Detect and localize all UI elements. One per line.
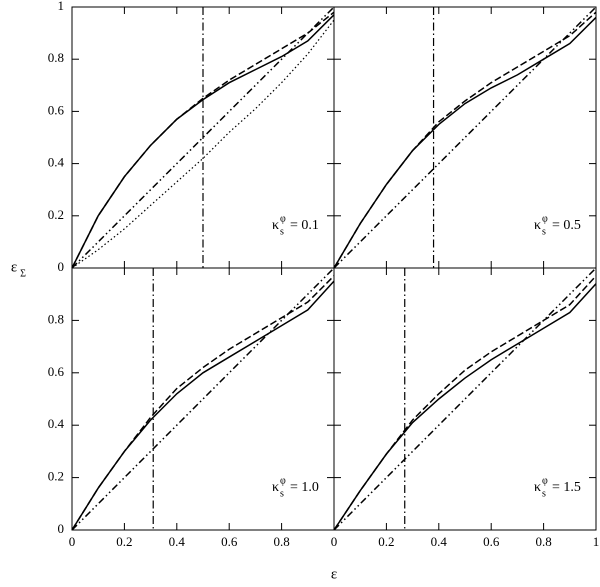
series-line bbox=[333, 267, 597, 531]
x-tick-label: 0.4 bbox=[431, 534, 448, 549]
series-line bbox=[71, 267, 335, 531]
series-line bbox=[71, 280, 335, 531]
panel-label-symbol: κ bbox=[534, 218, 541, 233]
y-tick-label: 0 bbox=[58, 521, 65, 536]
panel-label-sup: φ bbox=[542, 475, 548, 486]
y-tick-label: 0.2 bbox=[48, 469, 64, 484]
y-tick-label: 0.2 bbox=[48, 207, 64, 222]
x-tick-label: 0.8 bbox=[535, 534, 551, 549]
panel-label-sub: s bbox=[542, 488, 546, 499]
y-axis-label-sub: Σ bbox=[20, 268, 26, 279]
panel-label-sup: φ bbox=[280, 213, 286, 224]
series-line bbox=[71, 19, 335, 269]
panel-label-symbol: κ bbox=[272, 218, 279, 233]
panel-label-sup: φ bbox=[280, 475, 286, 486]
y-tick-label: 0 bbox=[58, 259, 65, 274]
panel-label-sub: s bbox=[280, 488, 284, 499]
x-tick-label: 0.4 bbox=[169, 534, 186, 549]
x-tick-label: 0.6 bbox=[483, 534, 500, 549]
series-line bbox=[71, 11, 335, 269]
series-line bbox=[71, 6, 335, 269]
y-axis-label: ε bbox=[11, 259, 17, 275]
series-line bbox=[333, 275, 597, 531]
y-tick-label: 0.4 bbox=[48, 416, 65, 431]
y-tick-label: 0.8 bbox=[48, 50, 64, 65]
y-tick-label: 0.6 bbox=[48, 364, 65, 379]
x-tick-label: 0 bbox=[69, 534, 76, 549]
x-tick-label: 0.2 bbox=[378, 534, 394, 549]
series-line bbox=[333, 11, 597, 269]
panel-label-text: = 0.1 bbox=[290, 218, 319, 233]
y-tick-label: 0.4 bbox=[48, 155, 65, 170]
x-tick-label: 1 bbox=[593, 534, 600, 549]
panel-label-text: = 0.5 bbox=[552, 218, 581, 233]
y-tick-label: 1 bbox=[58, 0, 65, 13]
y-tick-label: 0.8 bbox=[48, 311, 64, 326]
series-line bbox=[333, 6, 597, 269]
panel-label-sup: φ bbox=[542, 213, 548, 224]
series-line bbox=[333, 283, 597, 531]
panel-frame bbox=[333, 267, 597, 531]
panel-label-text: = 1.5 bbox=[552, 480, 581, 495]
x-tick-label: 0.8 bbox=[273, 534, 289, 549]
x-tick-label: 0.6 bbox=[221, 534, 238, 549]
panel-label-symbol: κ bbox=[272, 480, 279, 495]
panel-label-sub: s bbox=[542, 226, 546, 237]
y-tick-label: 0.6 bbox=[48, 102, 65, 117]
panel-label-sub: s bbox=[280, 226, 284, 237]
x-tick-label: 0.2 bbox=[116, 534, 132, 549]
x-tick-label: 0 bbox=[331, 534, 338, 549]
panel-label-text: = 1.0 bbox=[290, 480, 319, 495]
panel-label-symbol: κ bbox=[534, 480, 541, 495]
x-axis-label: ε bbox=[331, 566, 337, 582]
